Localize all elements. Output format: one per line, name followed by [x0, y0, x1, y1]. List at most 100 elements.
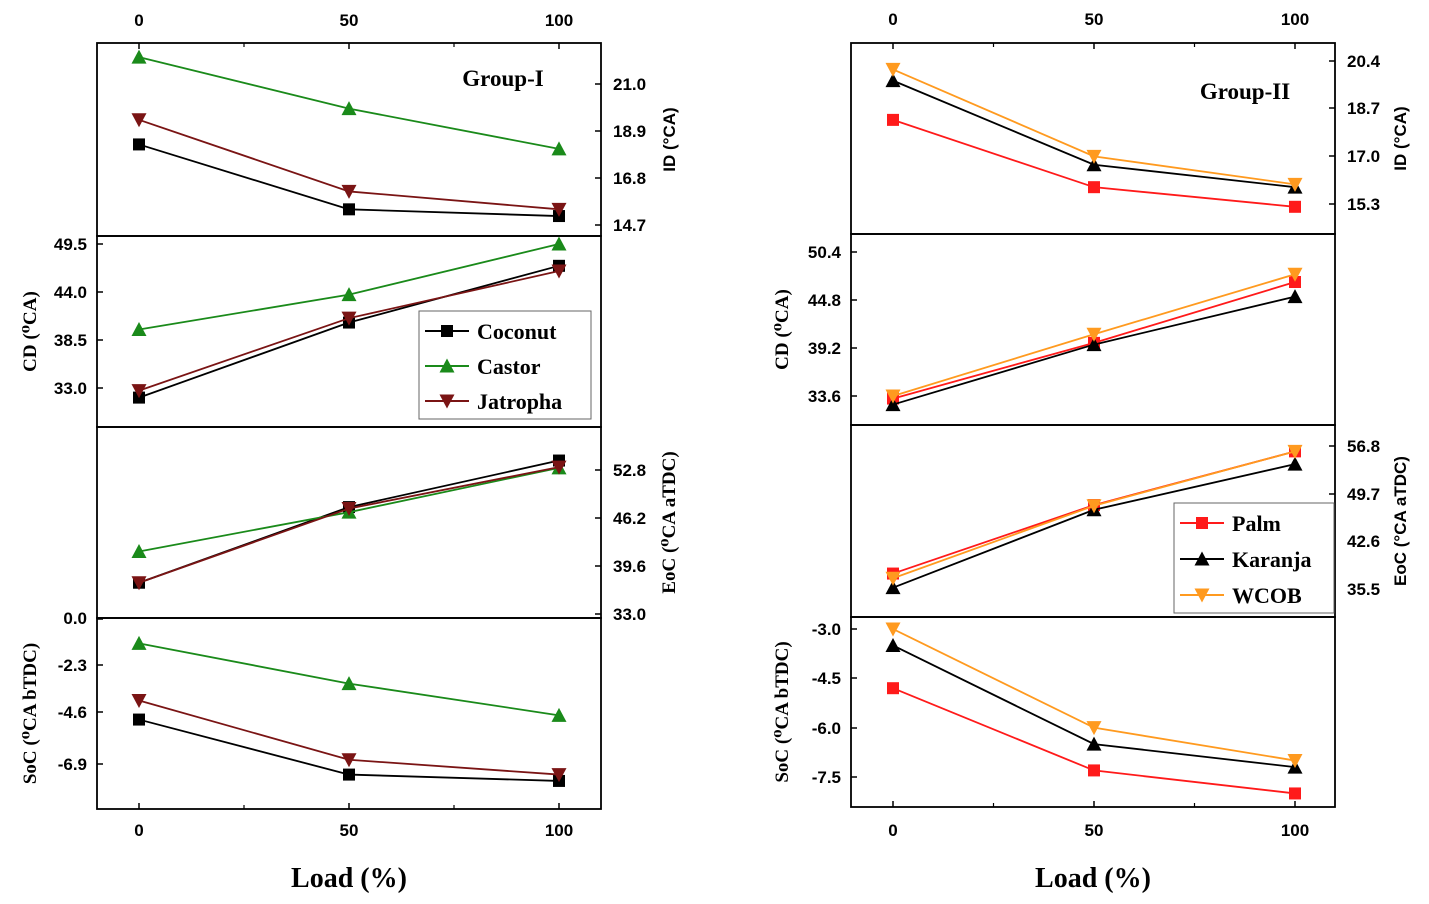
bottom-x-tick-label: 50 [1085, 821, 1104, 840]
panel-frame [96, 426, 602, 619]
series-jatropha-eoc [131, 460, 567, 591]
y-tick-label: 35.5 [1347, 580, 1380, 599]
legend-item-palm: Palm [1180, 511, 1281, 536]
legend: Coconut Castor Jatropha [418, 310, 592, 420]
series-coconut-id [133, 138, 565, 223]
y-tick-label: 20.4 [1347, 52, 1381, 71]
y-tick-label: 44.8 [808, 291, 841, 310]
top-x-tick-label: 50 [340, 11, 359, 30]
series-castor-cd [131, 236, 567, 337]
x-axis-label: Load (%) [1035, 863, 1151, 894]
bottom-x-tick-label: 50 [340, 821, 359, 840]
data-point-jatropha [341, 753, 357, 768]
chart-group-1: 0 50 100 0 50 100 Load (%) 21.0 18.9 16.8 14.7 ID (… [20, 11, 680, 894]
series-wcob-id [885, 62, 1303, 192]
legend-item-wcob: WCOB [1180, 583, 1302, 608]
data-point-jatropha [341, 502, 357, 517]
data-point-coconut [133, 713, 145, 726]
y-axis-label-cd: CD (⁰CA) [20, 291, 41, 372]
data-point-wcob [1287, 754, 1303, 769]
data-point-jatropha [131, 694, 147, 709]
y-axis-label-eoc: EoC (°CA aTDC) [1391, 456, 1410, 586]
data-point-wcob [885, 571, 901, 586]
data-point-wcob [1086, 327, 1102, 342]
series-palm-id [887, 113, 1301, 213]
data-point-castor [551, 707, 567, 722]
data-point-karanja [1086, 157, 1102, 172]
data-point-castor [341, 287, 357, 302]
panel-frame [850, 616, 1336, 808]
panel-frame [850, 42, 1336, 235]
legend-marker [439, 358, 455, 373]
series-wcob-eoc [885, 444, 1303, 586]
data-point-castor [551, 236, 567, 251]
data-point-jatropha [131, 113, 147, 128]
legend-marker [441, 325, 453, 337]
data-point-castor [131, 322, 147, 337]
data-point-wcob [1287, 444, 1303, 459]
series-jatropha-soc [131, 694, 567, 783]
data-point-castor [131, 543, 147, 558]
x-axis-label: Load (%) [291, 863, 407, 894]
y-tick-label: 46.2 [613, 509, 646, 528]
y-tick-label: 33.0 [613, 605, 646, 624]
data-point-palm [887, 113, 899, 126]
y-tick-label: 14.7 [613, 216, 646, 235]
data-point-wcob [1287, 177, 1303, 192]
data-point-karanja [1287, 289, 1303, 304]
legend-item-coconut: Coconut [425, 319, 557, 344]
data-point-karanja [885, 397, 901, 412]
data-point-castor [131, 635, 147, 650]
top-x-tick-label: 0 [888, 10, 897, 29]
y-tick-label: -4.5 [812, 669, 841, 688]
data-point-jatropha [551, 264, 567, 279]
top-x-tick-label: 0 [134, 11, 143, 30]
series-jatropha-id [131, 113, 567, 217]
data-point-castor [131, 49, 147, 64]
data-point-palm [1088, 764, 1100, 777]
legend-label: Karanja [1232, 547, 1311, 572]
data-point-wcob [1086, 721, 1102, 736]
y-tick-label: 0.0 [63, 609, 87, 628]
legend-item-castor: Castor [425, 354, 541, 379]
bottom-x-tick-label: 100 [1281, 821, 1309, 840]
panel-cd: 50.4 44.8 39.2 33.6 CD (⁰CA) [772, 233, 1336, 426]
series-coconut-eoc [133, 454, 565, 589]
y-tick-label: 18.7 [1347, 99, 1380, 118]
y-axis-label-soc: SoC (⁰CA bTDC) [20, 643, 41, 784]
panel-soc: -3.0 -4.5 -6.0 -7.5 SoC (⁰CA bTDC) [772, 616, 1336, 808]
y-tick-label: 15.3 [1347, 195, 1380, 214]
y-tick-label: 49.5 [54, 235, 87, 254]
data-point-castor [341, 676, 357, 691]
data-point-castor [341, 101, 357, 116]
y-tick-label: 42.6 [1347, 532, 1380, 551]
data-point-palm [1289, 200, 1301, 213]
legend-label: Coconut [477, 319, 557, 344]
data-point-jatropha [341, 184, 357, 199]
group-label: Group-II [1200, 79, 1290, 104]
data-point-jatropha [341, 311, 357, 326]
data-point-wcob [885, 622, 901, 637]
y-tick-label: -3.0 [812, 620, 841, 639]
legend: Palm Karanja WCOB [1173, 502, 1335, 614]
series-castor-id [131, 49, 567, 156]
chart-group-2: 0 50 100 0 50 100 Load (%) 20.4 18.7 17.0 15.3 ID (… [772, 10, 1410, 894]
group-label: Group-I [462, 66, 543, 91]
top-x-tick-label: 50 [1085, 10, 1104, 29]
legend-label: WCOB [1232, 583, 1302, 608]
y-tick-label: 52.8 [613, 461, 646, 480]
data-point-palm [1289, 787, 1301, 800]
data-point-wcob [1086, 499, 1102, 514]
y-tick-label: 16.8 [613, 169, 646, 188]
legend-label: Jatropha [477, 389, 562, 414]
legend-item-jatropha: Jatropha [425, 389, 562, 414]
data-point-karanja [1086, 736, 1102, 751]
data-point-karanja [885, 73, 901, 88]
top-x-tick-label: 100 [1281, 10, 1309, 29]
y-tick-label: -7.5 [812, 768, 841, 787]
y-tick-label: 17.0 [1347, 147, 1380, 166]
data-point-karanja [1086, 337, 1102, 352]
panel-frame [96, 617, 602, 810]
series-karanja-id [885, 73, 1303, 194]
